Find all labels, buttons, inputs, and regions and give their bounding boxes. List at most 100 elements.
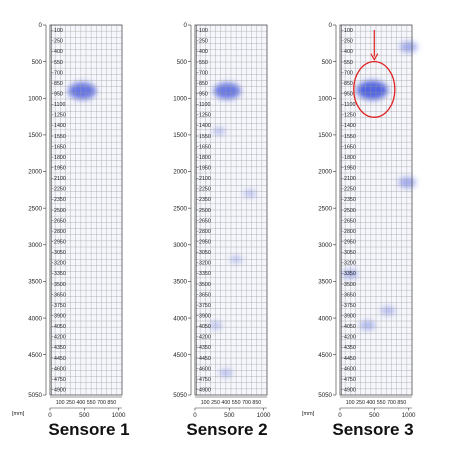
y-major-tick-label: 2500 — [318, 205, 332, 212]
y-minor-tick-label: 2100 — [344, 176, 356, 182]
x-minor-tick-label: 700 — [97, 400, 106, 406]
y-minor-tick-label: 3050 — [54, 250, 66, 256]
y-minor-tick-label: 2800 — [54, 229, 66, 235]
y-minor-tick-label: 2250 — [199, 187, 211, 193]
y-major-tick-label: 2500 — [28, 205, 42, 212]
x-minor-tick-label: 850 — [252, 400, 261, 406]
y-minor-tick-label: 1950 — [199, 166, 211, 172]
y-major-tick-label: 500 — [322, 59, 333, 66]
y-minor-tick-label: 3200 — [54, 261, 66, 267]
x-minor-tick-label: 400 — [76, 400, 85, 406]
y-minor-tick-label: 4750 — [54, 377, 66, 383]
y-minor-tick-label: 550 — [199, 60, 208, 66]
y-major-tick-label: 3000 — [318, 242, 332, 249]
y-minor-tick-label: 850 — [199, 81, 208, 87]
hotspot-2 — [212, 127, 226, 136]
y-major-tick-label: 3500 — [318, 279, 332, 286]
y-minor-tick-label: 4200 — [344, 335, 356, 341]
y-minor-tick-label: 2950 — [199, 240, 211, 246]
y-minor-tick-label: 3650 — [344, 292, 356, 298]
y-major-tick-label: 4500 — [318, 352, 332, 359]
y-major-tick-label: 500 — [32, 59, 43, 66]
chart-panel-3: 0500100015002000250030003500400045005050… — [302, 22, 418, 419]
y-major-tick-label: 500 — [177, 59, 188, 66]
y-minor-tick-label: 2650 — [199, 218, 211, 224]
y-minor-tick-label: 2350 — [344, 197, 356, 203]
y-minor-tick-label: 4350 — [199, 345, 211, 351]
y-minor-tick-label: 4450 — [54, 356, 66, 362]
y-minor-tick-label: 4750 — [344, 377, 356, 383]
hotspot-1 — [68, 82, 97, 100]
y-major-tick-label: 3500 — [173, 279, 187, 286]
y-minor-tick-label: 2650 — [344, 218, 356, 224]
y-minor-tick-label: 4600 — [54, 366, 66, 372]
plot-frame — [49, 24, 123, 396]
y-minor-tick-label: 550 — [344, 60, 353, 66]
y-minor-tick-label: 2500 — [199, 208, 211, 214]
x-major-tick-label: 500 — [224, 412, 235, 419]
y-major-tick-label: 4500 — [28, 352, 42, 359]
y-minor-tick-label: 550 — [54, 60, 63, 66]
x-minor-tick-label: 250 — [211, 400, 220, 406]
y-minor-tick-label: 250 — [199, 39, 208, 45]
y-minor-tick-label: 3200 — [199, 261, 211, 267]
y-minor-tick-label: 250 — [344, 39, 353, 45]
y-minor-tick-label: 2500 — [54, 208, 66, 214]
y-minor-tick-label: 3500 — [54, 282, 66, 288]
y-minor-tick-label: 2500 — [344, 208, 356, 214]
x-minor-tick-label: 100 — [346, 400, 355, 406]
y-major-tick-label: 0 — [329, 22, 333, 29]
x-major-tick-label: 0 — [193, 412, 197, 419]
y-minor-tick-label: 1650 — [199, 144, 211, 150]
x-minor-tick-label: 550 — [232, 400, 241, 406]
y-major-tick-label: 2000 — [28, 169, 42, 176]
y-minor-tick-label: 1650 — [54, 144, 66, 150]
y-minor-tick-label: 1250 — [54, 113, 66, 119]
x-major-tick-label: 1000 — [112, 412, 126, 419]
y-minor-tick-label: 3750 — [344, 303, 356, 309]
x-major-tick-label: 0 — [48, 412, 52, 419]
x-minor-tick-label: 250 — [66, 400, 75, 406]
y-minor-tick-label: 3050 — [344, 250, 356, 256]
y-minor-tick-label: 950 — [54, 92, 63, 98]
y-minor-tick-label: 700 — [54, 70, 63, 76]
x-major-tick-label: 0 — [338, 412, 342, 419]
x-minor-tick-label: 100 — [201, 400, 210, 406]
y-major-tick-label: 2000 — [318, 169, 332, 176]
x-minor-tick-label: 700 — [387, 400, 396, 406]
y-minor-tick-label: 3650 — [54, 292, 66, 298]
y-minor-tick-label: 4350 — [344, 345, 356, 351]
y-major-tick-label: 5050 — [173, 392, 187, 399]
y-minor-tick-label: 3350 — [344, 271, 356, 277]
y-minor-tick-label: 950 — [199, 92, 208, 98]
y-minor-tick-label: 3350 — [199, 271, 211, 277]
y-minor-tick-label: 2350 — [54, 197, 66, 203]
x-minor-tick-label: 850 — [107, 400, 116, 406]
y-minor-tick-label: 1950 — [344, 166, 356, 172]
y-minor-tick-label: 4200 — [199, 335, 211, 341]
y-minor-tick-label: 100 — [199, 28, 208, 34]
y-major-tick-label: 1000 — [173, 95, 187, 102]
x-minor-tick-label: 550 — [87, 400, 96, 406]
y-major-tick-label: 0 — [184, 22, 188, 29]
y-minor-tick-label: 2800 — [199, 229, 211, 235]
y-minor-tick-label: 2250 — [54, 187, 66, 193]
y-major-tick-label: 4000 — [28, 315, 42, 322]
y-minor-tick-label: 4900 — [344, 388, 356, 394]
y-minor-tick-label: 100 — [54, 28, 63, 34]
y-minor-tick-label: 4450 — [344, 356, 356, 362]
y-minor-tick-label: 1100 — [344, 102, 355, 108]
y-minor-tick-label: 1550 — [199, 134, 211, 140]
y-minor-tick-label: 4750 — [199, 377, 211, 383]
hotspot-2 — [399, 41, 418, 53]
y-minor-tick-label: 2100 — [199, 176, 211, 182]
y-minor-tick-label: 1100 — [199, 102, 210, 108]
y-minor-tick-label: 3750 — [54, 303, 66, 309]
y-minor-tick-label: 1800 — [54, 155, 66, 161]
y-minor-tick-label: 2100 — [54, 176, 66, 182]
x-minor-tick-label: 100 — [56, 400, 65, 406]
y-minor-tick-label: 3050 — [199, 250, 211, 256]
hotspot-1 — [213, 82, 241, 100]
caption-sensore-1: Sensore 1 — [48, 420, 130, 439]
